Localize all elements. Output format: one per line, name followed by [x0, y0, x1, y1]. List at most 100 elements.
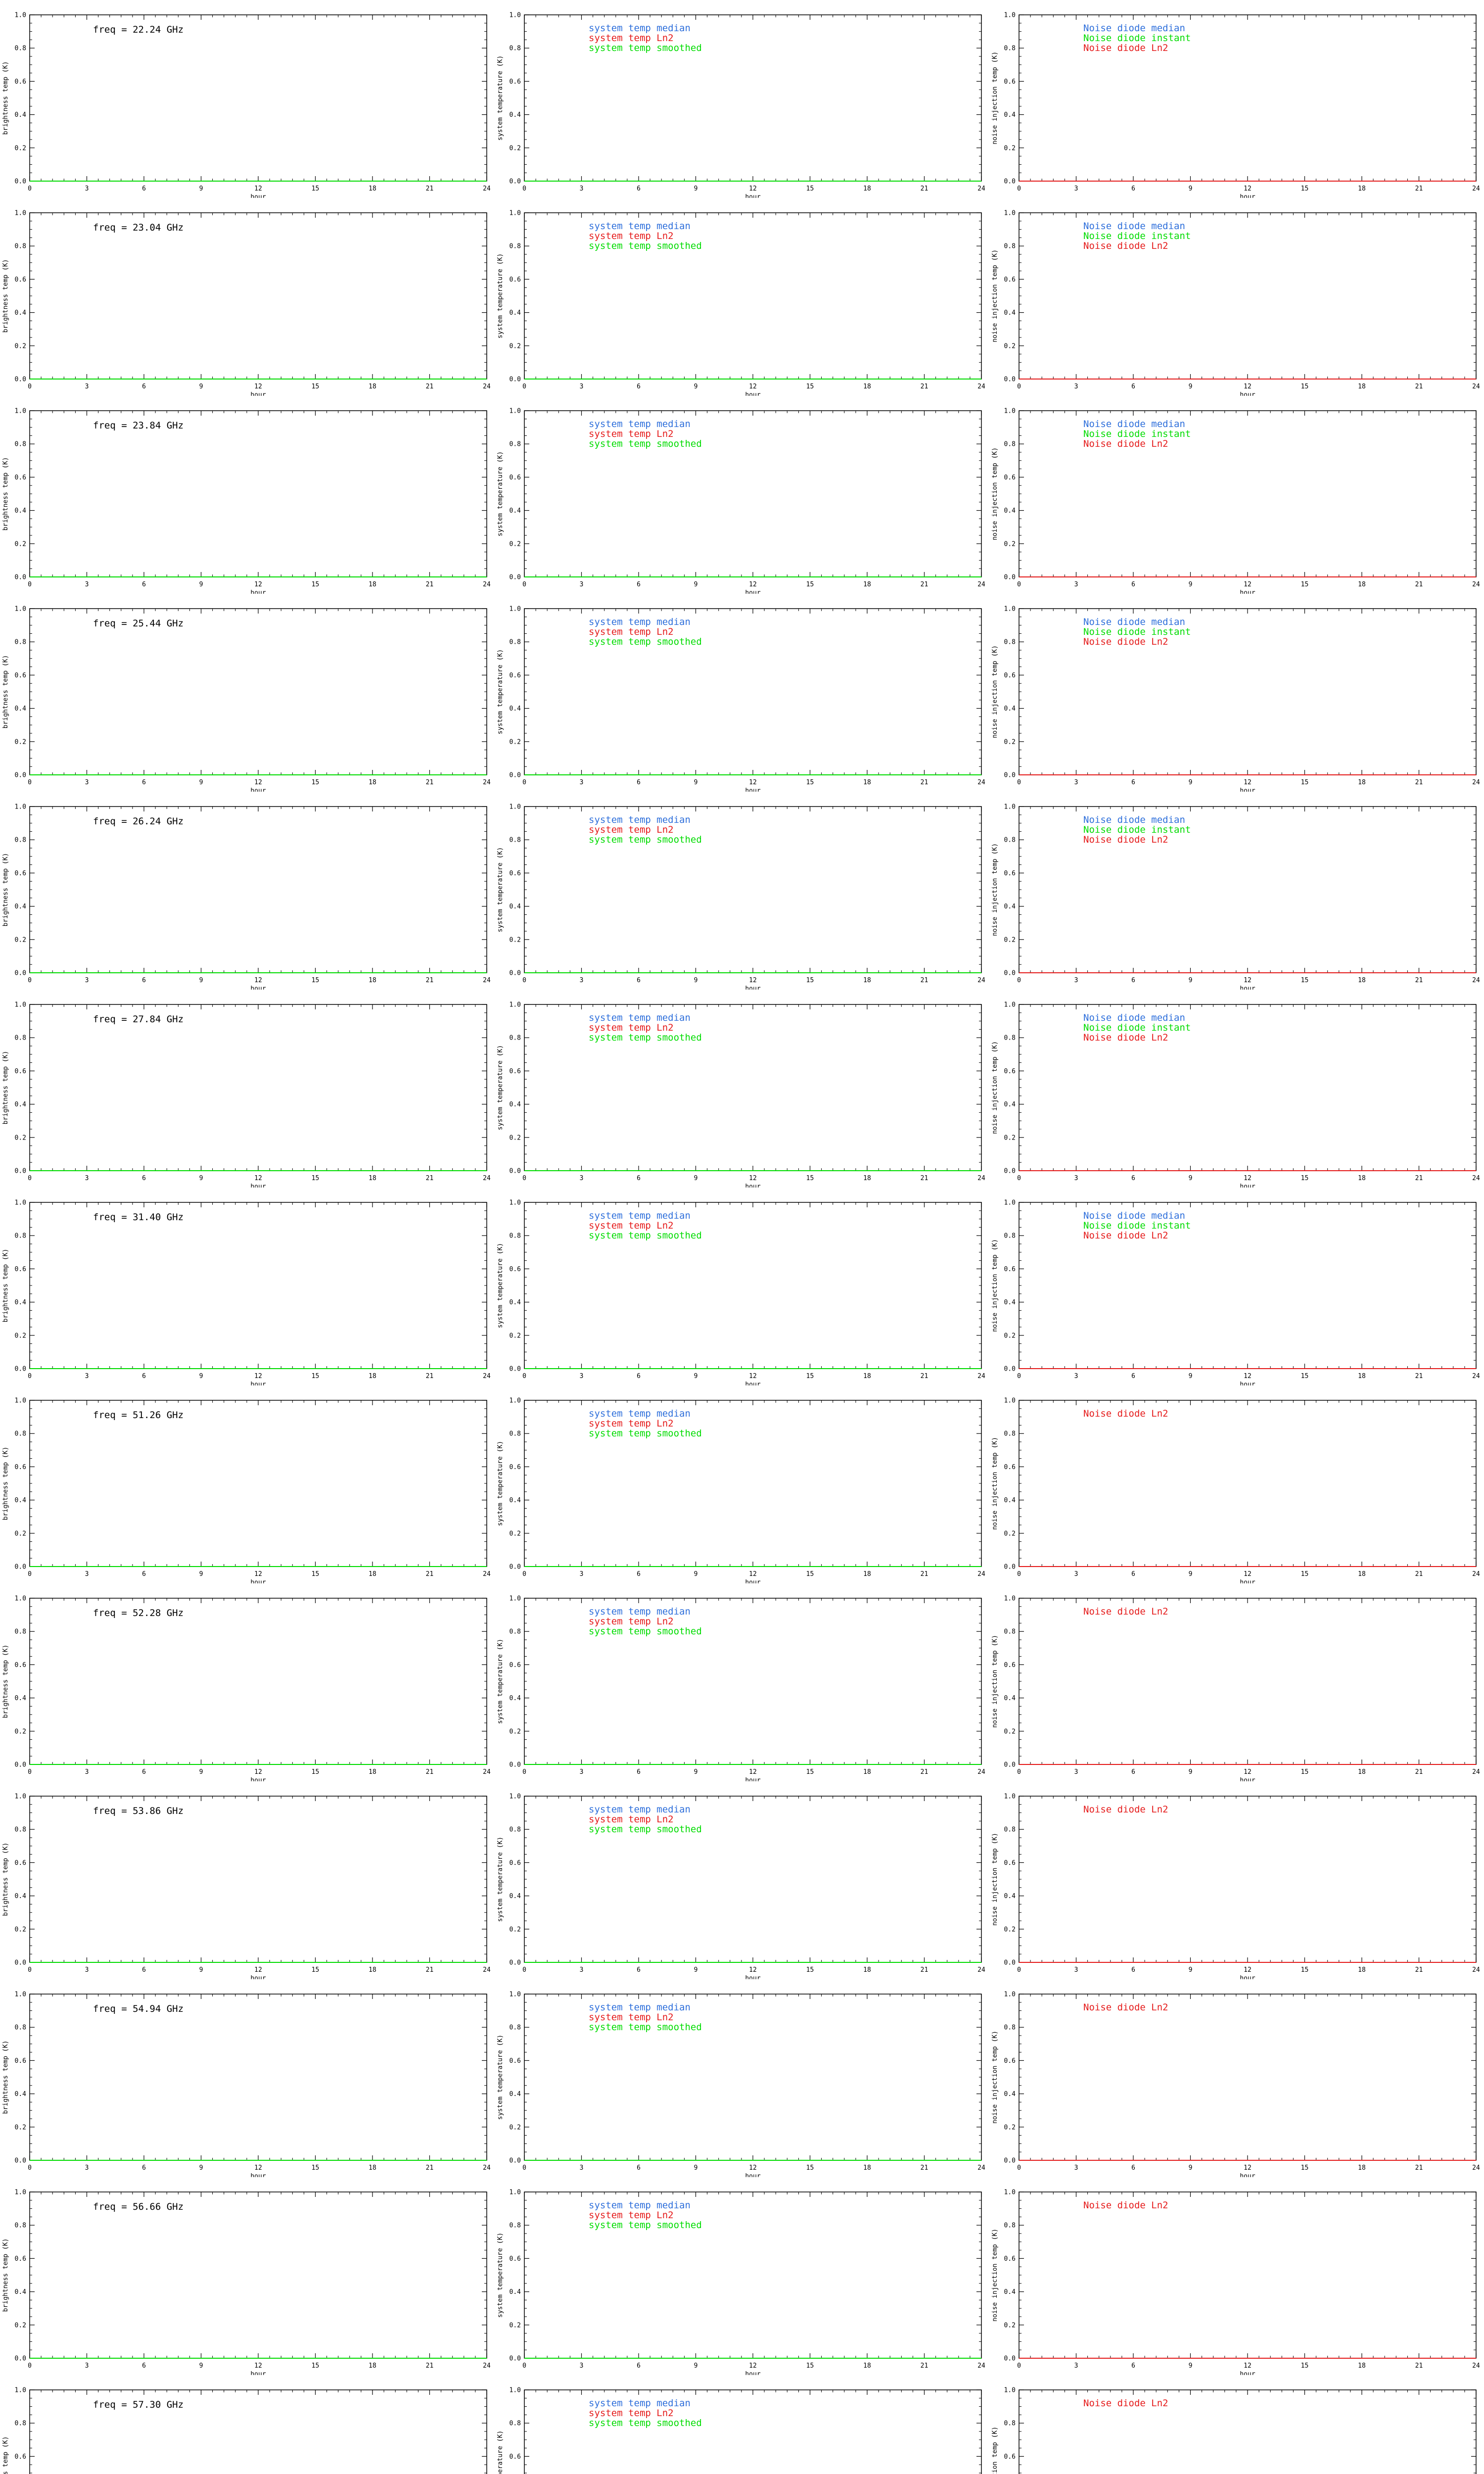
y-tick-label: 0.6	[1004, 1859, 1016, 1867]
y-tick-label: 0.0	[510, 376, 521, 383]
x-tick-label: 15	[806, 1966, 814, 1974]
y-tick-label: 0.0	[15, 772, 26, 779]
x-tick-label: 18	[863, 383, 871, 390]
x-axis-label: hour	[1240, 1975, 1255, 1979]
x-tick-label: 24	[1472, 185, 1480, 192]
y-tick-label: 0.8	[510, 1826, 521, 1834]
legend-entry: system temp smoothed	[589, 1824, 702, 1835]
x-tick-label: 24	[483, 2164, 491, 2172]
plot-svg: 0 3 6 9 12 15 18 21 24 hour 0.0 0.2 0.4 0.6 0.8 1.0 nois…	[991, 1595, 1480, 1782]
x-tick-label: 3	[85, 1373, 89, 1380]
x-tick-label: 12	[749, 779, 757, 786]
x-tick-label: 9	[694, 581, 698, 588]
x-tick-label: 12	[254, 2164, 262, 2172]
x-tick-label: 21	[426, 2164, 434, 2172]
x-tick-label: 24	[1472, 383, 1480, 390]
y-tick-label: 0.2	[510, 144, 521, 152]
x-tick-label: 3	[1074, 779, 1078, 786]
x-axis-label: hour	[1240, 985, 1255, 990]
x-tick-label: 21	[921, 2164, 928, 2172]
legend-entry: system temp Ln2	[589, 1814, 674, 1825]
x-tick-label: 21	[426, 383, 434, 390]
y-tick-label: 0.8	[510, 1430, 521, 1438]
y-tick-label: 0.4	[510, 1497, 521, 1504]
x-tick-label: 3	[1074, 1175, 1078, 1182]
subplot-r5-c2: 0 3 6 9 12 15 18 21 24 hour 0.0 0.2 0.4 0.6 0.8 1.0 syst…	[495, 792, 989, 990]
x-tick-label: 9	[1189, 1570, 1193, 1578]
x-tick-label: 21	[426, 1570, 434, 1578]
legend-entry: system temp Ln2	[589, 428, 674, 439]
plot-frame	[29, 1994, 487, 2161]
x-axis-label: hour	[250, 391, 266, 396]
x-tick-label: 3	[580, 1966, 584, 1974]
subplot-r12-c1: 0 3 6 9 12 15 18 21 24 hour 0.0 0.2 0.4 0.6 0.8 1.0 brig…	[0, 2177, 495, 2375]
subplot-r1-c3: 0 3 6 9 12 15 18 21 24 hour 0.0 0.2 0.4 0.6 0.8 1.0 nois…	[989, 0, 1484, 198]
x-tick-label: 9	[694, 1175, 698, 1182]
y-tick-label: 0.8	[510, 1035, 521, 1042]
subplot-r10-c1: 0 3 6 9 12 15 18 21 24 hour 0.0 0.2 0.4 0.6 0.8 1.0 brig…	[0, 1781, 495, 1979]
y-tick-label: 0.6	[15, 78, 26, 86]
x-tick-label: 18	[1358, 185, 1366, 192]
x-tick-label: 3	[1074, 2164, 1078, 2172]
y-tick-label: 1.0	[15, 2189, 26, 2196]
x-tick-label: 6	[142, 1966, 146, 1974]
y-axis-label: system temperature (K)	[497, 1441, 504, 1526]
x-tick-label: 12	[749, 185, 757, 192]
x-tick-label: 15	[312, 185, 320, 192]
x-tick-label: 21	[426, 1768, 434, 1776]
x-tick-label: 9	[694, 2164, 698, 2172]
plot-svg: 0 3 6 9 12 15 18 21 24 hour 0.0 0.2 0.4 0.6 0.8 1.0 nois…	[991, 408, 1480, 594]
x-tick-label: 0	[28, 2164, 32, 2172]
y-tick-label: 0.4	[510, 705, 521, 713]
x-tick-label: 6	[1131, 581, 1135, 588]
y-tick-label: 0.6	[1004, 2057, 1016, 2065]
y-tick-label: 0.8	[1004, 1035, 1016, 1042]
y-axis-label: noise injection temp (K)	[991, 2031, 999, 2124]
y-axis-label: system temperature (K)	[497, 2035, 504, 2120]
legend-entry: system temp Ln2	[589, 1418, 674, 1429]
subplot-r10-c2: 0 3 6 9 12 15 18 21 24 hour 0.0 0.2 0.4 0.6 0.8 1.0 syst…	[495, 1781, 989, 1979]
y-tick-label: 1.0	[510, 1001, 521, 1009]
x-tick-label: 12	[749, 2164, 757, 2172]
freq-label: freq = 23.04 GHz	[93, 222, 184, 233]
x-tick-label: 21	[921, 1966, 928, 1974]
x-tick-label: 18	[1358, 1175, 1366, 1182]
x-tick-label: 6	[1131, 1768, 1135, 1776]
x-tick-label: 0	[522, 779, 526, 786]
y-tick-label: 0.6	[510, 2057, 521, 2065]
x-tick-label: 0	[522, 2164, 526, 2172]
y-tick-label: 0.8	[15, 243, 26, 250]
x-tick-label: 21	[426, 779, 434, 786]
x-tick-label: 3	[1074, 581, 1078, 588]
x-tick-label: 9	[694, 1570, 698, 1578]
x-tick-label: 18	[1358, 2164, 1366, 2172]
y-tick-label: 0.6	[15, 870, 26, 877]
plot-frame	[29, 1796, 487, 1963]
x-tick-label: 9	[694, 1966, 698, 1974]
x-tick-label: 21	[1415, 581, 1423, 588]
plot-frame	[29, 1400, 487, 1567]
y-tick-label: 1.0	[1004, 1793, 1016, 1801]
x-tick-label: 24	[1472, 1175, 1480, 1182]
plot-svg: 0 3 6 9 12 15 18 21 24 hour 0.0 0.2 0.4 0.6 0.8 1.0 syst…	[497, 408, 985, 594]
legend-entry: system temp smoothed	[589, 1428, 702, 1439]
y-tick-label: 0.4	[15, 1893, 27, 1900]
x-tick-label: 18	[863, 1373, 871, 1380]
legend-entry: Noise diode Ln2	[1083, 438, 1168, 449]
y-tick-label: 0.8	[15, 837, 26, 844]
legend-entry: Noise diode Ln2	[1083, 2002, 1168, 2013]
x-tick-label: 3	[85, 185, 89, 192]
legend-entry: Noise diode median	[1083, 419, 1185, 429]
y-tick-label: 0.4	[1004, 507, 1016, 515]
y-tick-label: 0.0	[15, 178, 26, 186]
x-tick-label: 6	[637, 2164, 641, 2172]
legend-entry: Noise diode instant	[1083, 1022, 1191, 1033]
x-tick-label: 18	[369, 185, 376, 192]
plot-svg: 0 3 6 9 12 15 18 21 24 hour 0.0 0.2 0.4 0.6 0.8 1.0 brig…	[2, 1001, 491, 1188]
x-tick-label: 24	[977, 581, 985, 588]
x-tick-label: 6	[1131, 1175, 1135, 1182]
legend-entry: system temp Ln2	[589, 33, 674, 44]
y-tick-label: 0.0	[1004, 772, 1016, 779]
y-tick-label: 0.0	[1004, 1959, 1016, 1967]
y-tick-label: 0.4	[15, 1299, 27, 1306]
